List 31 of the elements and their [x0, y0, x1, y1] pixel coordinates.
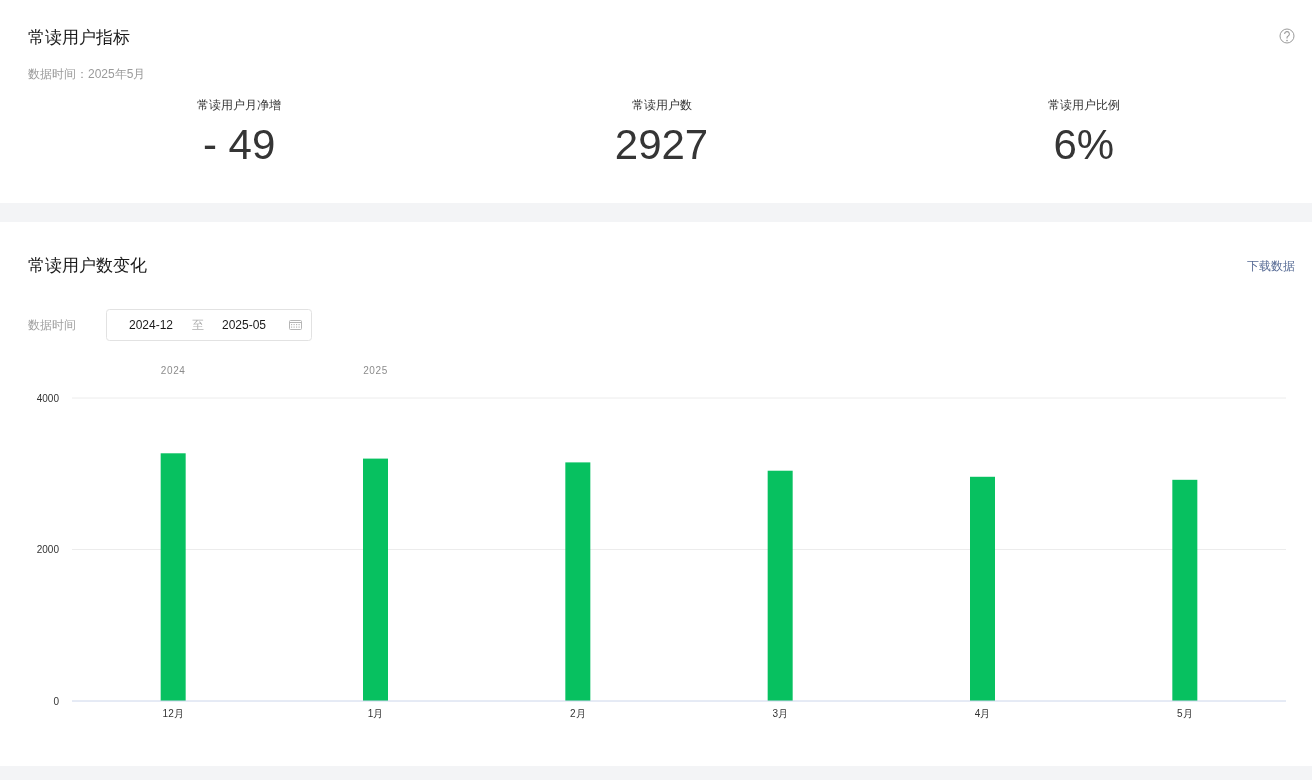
category-label: 常读用户数 [631, 98, 692, 112]
bar [160, 453, 186, 701]
x-tick-label: 2月 [570, 708, 586, 719]
y-tick-label: 4000 [36, 392, 60, 404]
bar [767, 470, 793, 701]
y-tick-label: 0 [53, 695, 60, 707]
x-tick-label: 4月 [974, 708, 991, 719]
y-tick-label: 2000 [36, 544, 60, 555]
category-label: 常读用户比例 [1047, 98, 1120, 112]
category-label: 常读用户月净增 [197, 98, 282, 112]
bar [1172, 479, 1198, 701]
text: 2025-05 [221, 318, 267, 332]
bar [970, 476, 995, 701]
x-tick-label: 3月 [772, 708, 788, 719]
text: 下载数据 [1247, 259, 1295, 273]
text: 2024-12 [128, 318, 174, 332]
text: 2024 [160, 365, 186, 376]
chart-title: 常读用户数变化 [28, 256, 147, 275]
text: 2025 [363, 365, 388, 376]
x-tick-label: 12月 [162, 708, 184, 719]
x-tick-label: 5月 [1177, 708, 1193, 719]
text: 数据时间：2025年5月 [28, 67, 146, 81]
data-label: 6% [1053, 121, 1115, 168]
data-label: 2927 [614, 121, 709, 168]
bar [363, 458, 388, 701]
data-label: - 49 [202, 121, 276, 168]
text: 数据时间 [28, 318, 76, 332]
text: 常读用户指标 [28, 28, 130, 47]
x-tick-label: 1月 [367, 708, 384, 719]
bar [565, 462, 591, 701]
text: 至 [192, 318, 204, 332]
